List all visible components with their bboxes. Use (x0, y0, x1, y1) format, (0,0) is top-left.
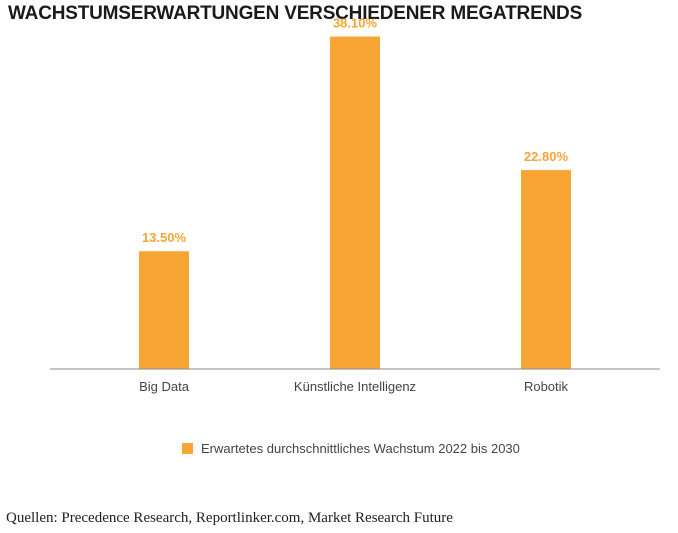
data-label: 38.10% (333, 16, 378, 31)
data-label: 22.80% (524, 149, 569, 164)
x-tick-label: Big Data (139, 379, 190, 394)
bar-robotik (521, 170, 571, 369)
chart-title: WACHSTUMSERWARTUNGEN VERSCHIEDENER MEGAT… (8, 3, 583, 24)
x-tick-label: Robotik (524, 379, 569, 394)
bar-big-data (139, 251, 189, 369)
bars-layer (139, 36, 571, 369)
x-tick-label: Künstliche Intelligenz (294, 379, 416, 394)
legend-swatch (182, 443, 193, 454)
legend: Erwartetes durchschnittliches Wachstum 2… (182, 441, 520, 456)
data-label: 13.50% (142, 230, 187, 245)
legend-label: Erwartetes durchschnittliches Wachstum 2… (201, 441, 520, 456)
labels-layer: 13.50% Big Data 38.10% Künstliche Intellige… (139, 16, 568, 394)
bar-k-nstliche-intelligenz (330, 36, 380, 369)
source-note: Quellen: Precedence Research, Reportlink… (6, 510, 453, 526)
